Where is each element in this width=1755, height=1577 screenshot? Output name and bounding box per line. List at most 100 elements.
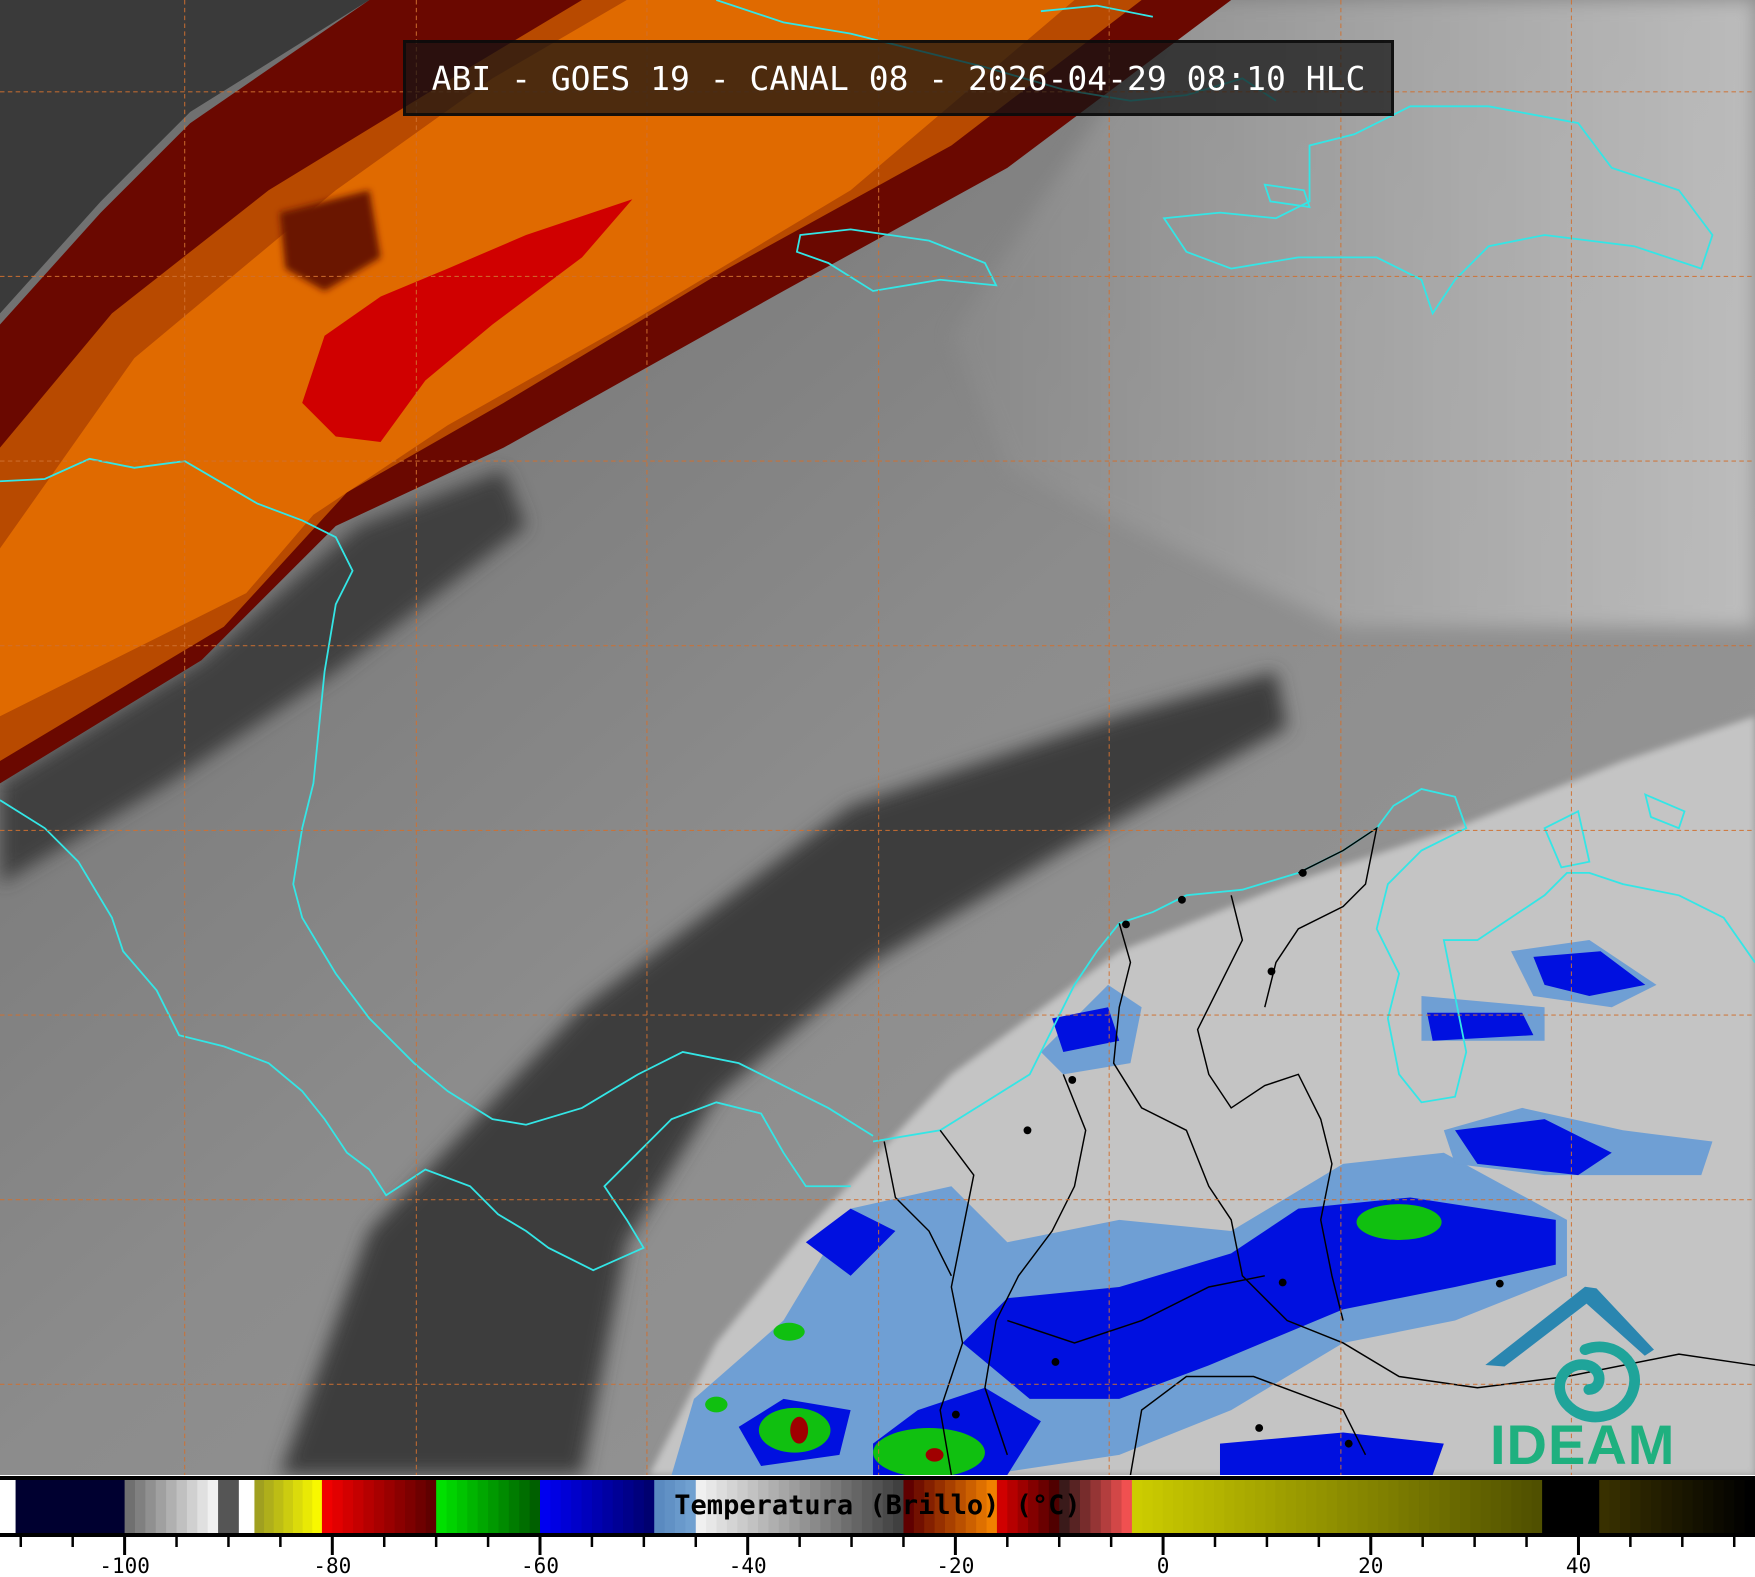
colorbar-segment — [1337, 1480, 1348, 1533]
upper-right-clouds — [951, 0, 1755, 627]
colorbar-segment — [945, 1480, 956, 1533]
colorbar-segment — [1059, 1480, 1071, 1533]
colorbar-segment — [1651, 1480, 1663, 1533]
colorbar-segment — [1017, 1480, 1029, 1533]
colorbar-segment — [851, 1480, 863, 1533]
colorbar-segment — [1357, 1480, 1369, 1533]
colorbar-segment — [976, 1480, 988, 1533]
colorbar-segment — [695, 1480, 707, 1533]
colorbar-segment — [238, 1480, 256, 1533]
tick-label: 0 — [1157, 1554, 1170, 1577]
colorbar-segment — [591, 1480, 603, 1533]
red-spots — [790, 1416, 944, 1462]
colorbar-segment — [996, 1480, 1008, 1533]
top-left-dark-area — [0, 0, 370, 314]
colorbar-segment — [1069, 1480, 1081, 1533]
colorbar-segment — [706, 1480, 718, 1533]
colorbar-segment — [1388, 1480, 1400, 1533]
colorbar-segment — [529, 1480, 541, 1533]
colorbar-segment — [550, 1480, 562, 1533]
colorbar-segment — [747, 1480, 759, 1533]
colorbar-segment — [685, 1480, 697, 1533]
colorbar-segment — [830, 1480, 842, 1533]
tick-label: -60 — [521, 1554, 559, 1577]
colorbar-segment — [1326, 1480, 1338, 1533]
colorbar-segment — [1692, 1480, 1704, 1533]
colorbar-segment — [1630, 1480, 1642, 1533]
colorbar-segment — [124, 1480, 136, 1533]
colorbar-segment — [321, 1480, 333, 1533]
colorbar-segment — [498, 1480, 510, 1533]
colorbar-segment — [1265, 1480, 1277, 1533]
tick-label: 20 — [1358, 1554, 1383, 1577]
colorbar-segment — [384, 1480, 396, 1533]
colorbar-segment — [1609, 1480, 1621, 1533]
colorbar-segment — [1090, 1480, 1102, 1533]
dark-streak-2 — [0, 470, 527, 885]
colorbar-segment — [415, 1480, 427, 1533]
colorbar-segment — [1599, 1480, 1611, 1533]
dark-streak — [279, 671, 1288, 1475]
colorbar-segment — [716, 1480, 728, 1533]
colorbar-segment — [436, 1480, 448, 1533]
colorbar-segment — [799, 1480, 811, 1533]
colorbar-segment — [1193, 1480, 1205, 1533]
colorbar-segment — [768, 1480, 780, 1533]
colorbar-segment — [1296, 1480, 1307, 1533]
colorbar-segment — [1744, 1480, 1755, 1533]
colorbar-segment — [789, 1480, 801, 1533]
tick-label: -80 — [313, 1554, 351, 1577]
colorbar-segment — [1480, 1480, 1492, 1533]
colorbar-segment — [675, 1480, 686, 1533]
colorbar-segment — [145, 1480, 157, 1533]
colorbar-segment — [820, 1480, 832, 1533]
colorbar-segment — [1419, 1480, 1430, 1533]
colorbar-segment — [1244, 1480, 1256, 1533]
colorbar-segment — [654, 1480, 666, 1533]
title-banner: ABI - GOES 19 - CANAL 08 - 2026-04-29 08… — [403, 40, 1394, 116]
colorbar-segment — [218, 1480, 240, 1533]
colorbar-segment — [1048, 1480, 1060, 1533]
colorbar-segment — [1620, 1480, 1631, 1533]
colorbar-segment — [1542, 1480, 1600, 1533]
coastlines — [0, 0, 1755, 1272]
colorbar-segment — [737, 1480, 749, 1533]
colorbar-segment — [342, 1480, 354, 1533]
colorbar-segment — [1285, 1480, 1297, 1533]
colorbar-segment — [882, 1480, 894, 1533]
colorbar-segment — [1007, 1480, 1019, 1533]
coldest-core — [302, 199, 633, 443]
colorbar-segment — [560, 1480, 572, 1533]
colorbar-segment — [425, 1480, 437, 1533]
colorbar-segment — [571, 1480, 583, 1533]
colorbar-segment — [353, 1480, 365, 1533]
colorbar-segment — [1713, 1480, 1725, 1533]
colorbar-segment — [903, 1480, 915, 1533]
colorbar-segment — [1470, 1480, 1482, 1533]
colorbar-segment — [602, 1480, 614, 1533]
colorbar-segment — [581, 1480, 593, 1533]
colorbar-segment — [1213, 1480, 1225, 1533]
colorbar-segment — [1367, 1480, 1379, 1533]
colorbar-segment — [254, 1480, 265, 1533]
colorbar-segment — [1439, 1480, 1451, 1533]
colorbar-segment — [467, 1480, 479, 1533]
colorbar-segment — [456, 1480, 468, 1533]
colorbar-segment — [1661, 1480, 1673, 1533]
colorbar-segment — [1121, 1480, 1133, 1533]
colorbar-segment — [373, 1480, 385, 1533]
colorbar-segment — [1162, 1480, 1174, 1533]
colorbar-segment — [643, 1480, 655, 1533]
colorbar-segment — [1378, 1480, 1389, 1533]
logo-roof-icon — [1485, 1286, 1654, 1367]
colorbar-segment — [1671, 1480, 1683, 1533]
colorbar-segment — [1521, 1480, 1533, 1533]
colorbar-segment — [283, 1480, 294, 1533]
colorbar-segment — [758, 1480, 770, 1533]
colorbar-segment — [155, 1480, 167, 1533]
colorbar-segment — [778, 1480, 790, 1533]
lat-lon-grid — [0, 0, 1755, 1475]
colorbar-segment — [135, 1480, 146, 1533]
image-title: ABI - GOES 19 - CANAL 08 - 2026-04-29 08… — [431, 58, 1366, 98]
